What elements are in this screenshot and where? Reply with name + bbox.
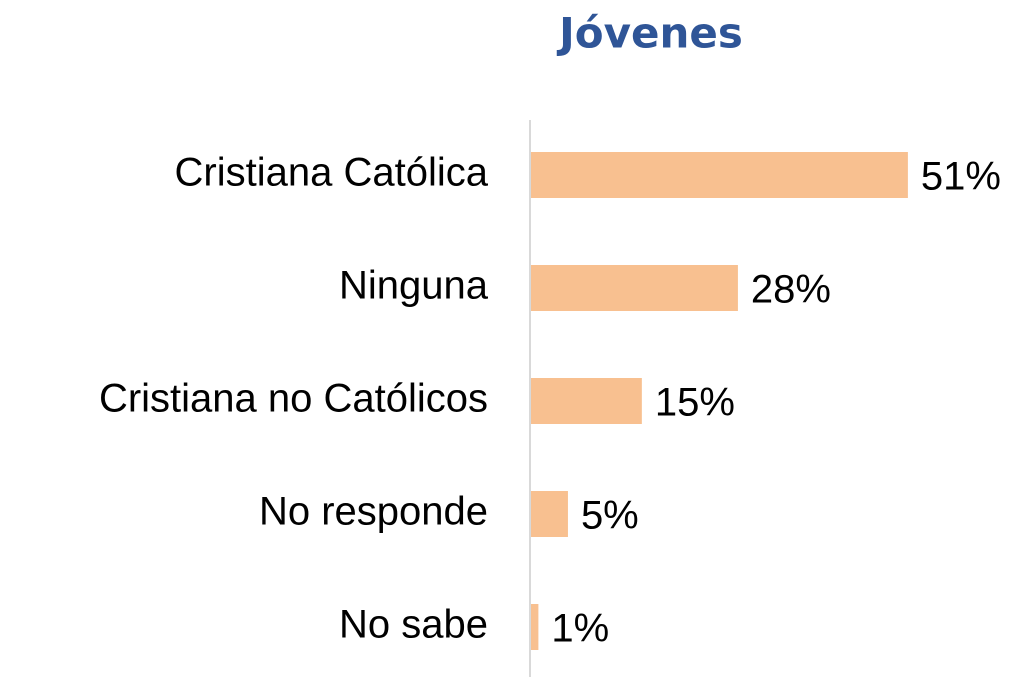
- value-label: 5%: [581, 494, 639, 538]
- value-label: 51%: [921, 155, 1001, 199]
- bar: [531, 152, 908, 198]
- bar: [531, 491, 568, 537]
- bar: [531, 265, 738, 311]
- value-label: 28%: [751, 268, 831, 312]
- category-label: Cristiana Católica: [175, 151, 489, 195]
- category-label: No sabe: [339, 603, 488, 647]
- value-label: 1%: [551, 607, 609, 651]
- chart-title: Jóvenes: [556, 9, 743, 58]
- category-label: Cristiana no Católicos: [99, 377, 488, 421]
- bar: [531, 604, 539, 650]
- category-label: Ninguna: [339, 264, 489, 308]
- bar: [531, 378, 642, 424]
- value-label: 15%: [655, 381, 735, 425]
- category-label: No responde: [259, 490, 488, 534]
